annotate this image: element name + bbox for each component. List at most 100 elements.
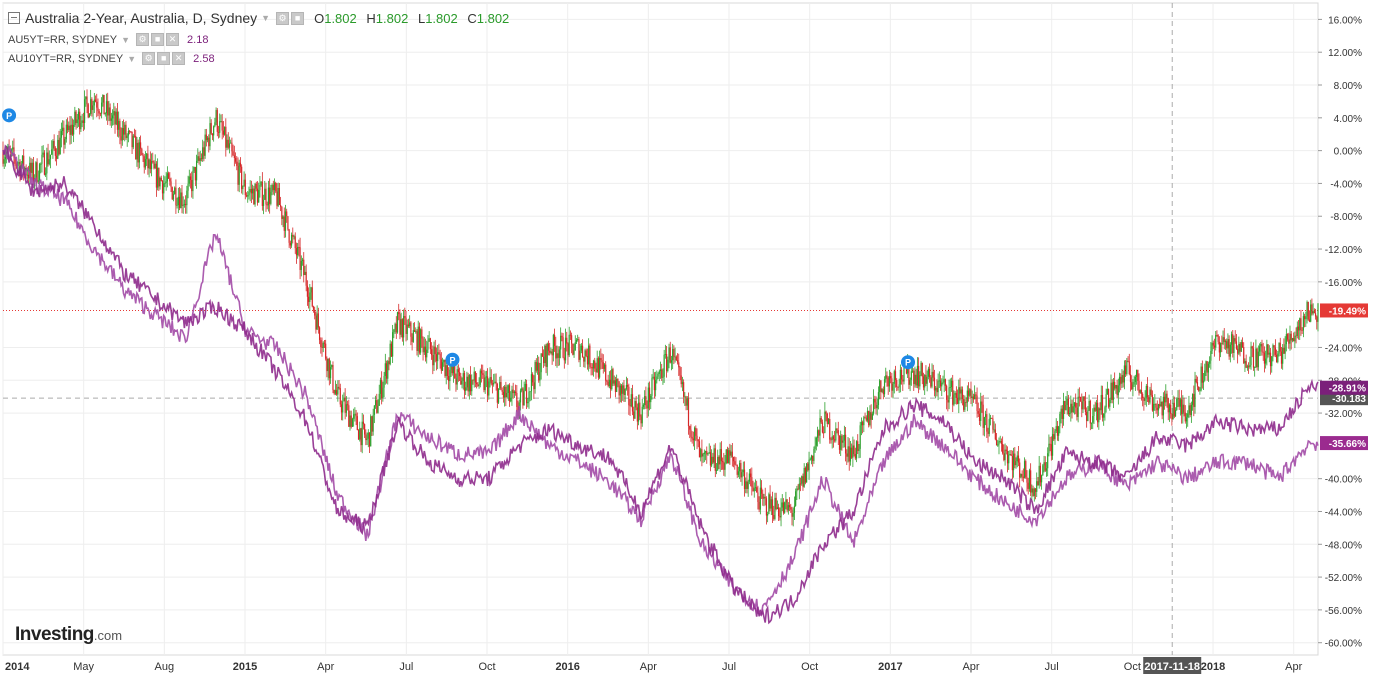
candle-body — [1103, 413, 1105, 418]
candle-body — [1088, 400, 1090, 411]
candle-body — [295, 248, 298, 256]
candle-body — [200, 158, 203, 160]
candle-body — [225, 126, 227, 148]
candle-body — [1094, 407, 1096, 411]
candle-body — [1143, 398, 1145, 401]
candle-body — [762, 493, 764, 499]
candle-body — [247, 195, 249, 197]
candle-body — [271, 184, 273, 192]
settings-icon[interactable]: ⚙ — [276, 11, 290, 25]
candle-body — [350, 415, 352, 427]
candle-body — [741, 472, 743, 478]
settings-icon[interactable]: ⚙ — [142, 52, 156, 65]
p-marker: P — [901, 355, 916, 370]
legend-main-row[interactable]: Australia 2-Year, Australia, D, Sydney ▼… — [8, 6, 509, 30]
candle-body — [290, 234, 293, 246]
candle-body — [701, 449, 703, 457]
format-icon[interactable]: ■ — [291, 11, 305, 25]
candle-body — [411, 336, 413, 342]
candle-body — [1302, 316, 1304, 331]
candle-body — [478, 384, 480, 386]
candle-body — [770, 499, 772, 509]
candle-body — [1092, 416, 1094, 423]
candle-body — [820, 418, 822, 423]
y-tick-label: 0.00% — [1334, 147, 1362, 158]
candle-body — [558, 349, 561, 358]
candle-body — [988, 419, 990, 434]
candle-body — [215, 110, 217, 123]
candle-body — [775, 497, 777, 510]
candle-body — [1167, 398, 1169, 413]
candle-body — [606, 380, 608, 382]
candle-body — [1204, 370, 1206, 381]
y-tick-label: 4.00% — [1334, 114, 1362, 125]
candle-body — [476, 382, 478, 385]
candle-body — [652, 376, 654, 378]
format-icon[interactable]: ■ — [151, 33, 165, 46]
candle-body — [507, 385, 509, 393]
candle-body — [676, 360, 679, 363]
legend-series3-row[interactable]: AU10YT=RR, SYDNEY ▼ ⚙ ■ ✕ 2.58 — [8, 49, 509, 68]
candle-body — [896, 380, 898, 387]
logo-suffix: .com — [93, 628, 123, 643]
chevron-down-icon[interactable]: ▼ — [127, 53, 137, 64]
candle-body — [927, 368, 929, 377]
candle-body — [1201, 366, 1203, 383]
candle-body — [876, 405, 878, 409]
candle-body — [53, 140, 55, 149]
candle-body — [946, 385, 948, 400]
candle-body — [326, 358, 328, 372]
candle-body — [304, 271, 306, 276]
x-tick-label: Oct — [1124, 661, 1141, 673]
close-icon[interactable]: ✕ — [166, 33, 180, 46]
candle-body — [458, 372, 461, 377]
candle-body — [167, 173, 170, 179]
candle-body — [1206, 361, 1208, 373]
candle-body — [219, 121, 221, 133]
candle-body — [77, 111, 80, 120]
settings-icon[interactable]: ⚙ — [136, 33, 150, 46]
chevron-down-icon[interactable]: ▼ — [261, 13, 271, 23]
candle-body — [513, 391, 515, 394]
candle-body — [253, 188, 255, 205]
candle-body — [874, 398, 876, 403]
candle-body — [488, 381, 490, 396]
candle-body — [680, 375, 682, 385]
candle-body — [618, 381, 620, 396]
candle-body — [1006, 451, 1009, 464]
candle-body — [278, 187, 280, 205]
format-icon[interactable]: ■ — [157, 52, 171, 65]
candle-body — [467, 376, 469, 392]
candle-body — [947, 399, 949, 403]
legend-main-title: Australia 2-Year, Australia, D, Sydney — [25, 10, 258, 26]
legend-series2-row[interactable]: AU5YT=RR, SYDNEY ▼ ⚙ ■ ✕ 2.18 — [8, 30, 509, 49]
candle-body — [160, 177, 162, 181]
candle-body — [891, 378, 893, 391]
candle-body — [1189, 405, 1191, 416]
candle-body — [885, 375, 887, 380]
candle-body — [424, 346, 427, 358]
candle-body — [1240, 342, 1242, 352]
collapse-legend-icon[interactable] — [8, 12, 20, 24]
candle-body — [854, 454, 856, 459]
candle-body — [1286, 334, 1289, 340]
candle-body — [110, 118, 112, 121]
candle-body — [1159, 404, 1161, 407]
close-icon[interactable]: ✕ — [172, 52, 186, 65]
candle-body — [1263, 352, 1266, 364]
candle-body — [642, 404, 645, 407]
candle-body — [1239, 343, 1241, 352]
crosshair-date-text: 2017-11-18 — [1144, 661, 1200, 673]
candle-body — [742, 469, 744, 473]
x-tick-label: Apr — [640, 661, 657, 673]
chevron-down-icon[interactable]: ▼ — [121, 34, 131, 45]
y-tick-label: -56.00% — [1325, 606, 1362, 617]
candle-body — [1272, 345, 1274, 357]
candle-body — [821, 422, 824, 433]
candle-body — [1154, 403, 1156, 405]
candle-body — [328, 358, 330, 379]
candle-body — [410, 322, 412, 337]
candle-body — [890, 376, 892, 379]
